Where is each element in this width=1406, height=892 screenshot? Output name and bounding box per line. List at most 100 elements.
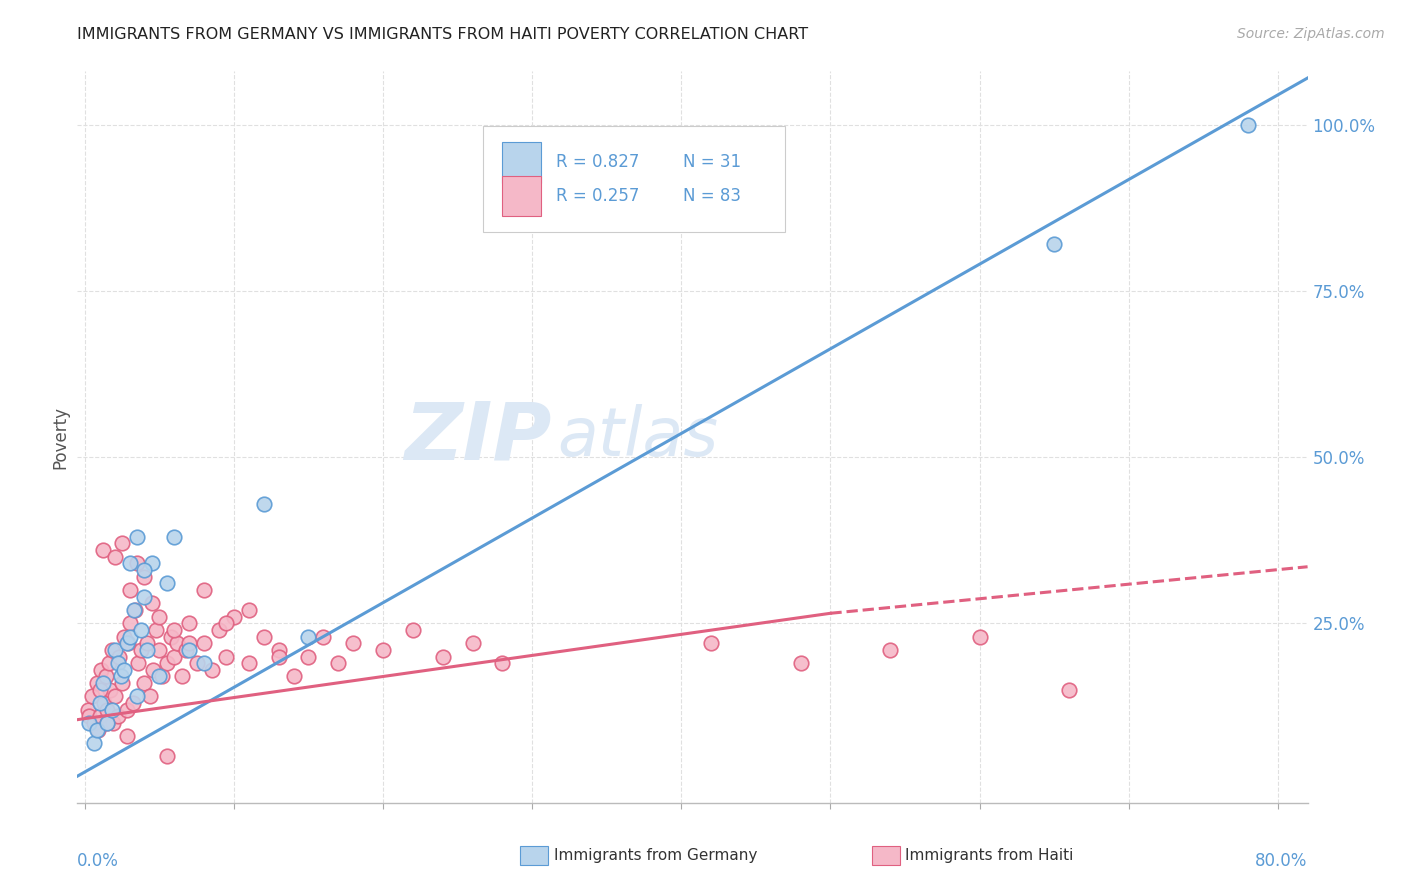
Point [77,716,100,731]
Point [118,630,141,644]
Point [491,656,513,670]
Point [89,709,111,723]
Point [115,703,138,717]
Point [432,649,454,664]
Point [148,609,170,624]
Point [83,716,105,731]
Point [118,616,141,631]
Point [267,643,290,657]
Point [110,669,132,683]
Point [89,682,111,697]
Point [125,530,148,544]
Point [104,549,127,564]
Point [789,656,811,670]
Point [104,643,127,657]
Point [297,649,319,664]
Point [104,690,127,704]
Point [134,563,156,577]
Point [342,636,364,650]
Point [93,696,115,710]
Text: N = 31: N = 31 [683,153,741,171]
Point [163,623,186,637]
Point [253,630,276,644]
Point [136,643,159,657]
Point [283,669,305,683]
Point [98,682,121,697]
Point [156,576,179,591]
Point [87,723,110,737]
Text: Source: ZipAtlas.com: Source: ZipAtlas.com [1237,27,1385,41]
Point [112,630,135,644]
Point [179,616,201,631]
FancyBboxPatch shape [502,176,541,216]
Point [166,636,188,650]
Point [96,716,118,731]
Text: N = 83: N = 83 [683,187,741,205]
Point [312,630,335,644]
Text: R = 0.257: R = 0.257 [555,187,640,205]
Point [267,649,290,664]
Text: IMMIGRANTS FROM GERMANY VS IMMIGRANTS FROM HAITI POVERTY CORRELATION CHART: IMMIGRANTS FROM GERMANY VS IMMIGRANTS FR… [77,27,808,42]
Point [215,616,238,631]
Point [700,636,723,650]
Point [127,656,149,670]
Point [461,636,484,650]
Point [222,609,245,624]
Text: 0.0%: 0.0% [77,852,120,870]
Text: atlas: atlas [557,404,718,470]
Point [125,557,148,571]
Point [118,557,141,571]
Point [328,656,350,670]
FancyBboxPatch shape [502,143,541,183]
Point [96,703,118,717]
Point [111,536,134,550]
Point [91,543,114,558]
Point [160,630,183,644]
Point [215,649,238,664]
Point [163,530,186,544]
Point [122,603,145,617]
Point [112,663,135,677]
Point [371,643,394,657]
Point [156,749,179,764]
Y-axis label: Poverty: Poverty [51,406,69,468]
Point [156,656,179,670]
Text: R = 0.827: R = 0.827 [555,153,640,171]
Point [107,709,129,723]
Point [1237,118,1260,132]
Point [83,736,105,750]
Point [125,690,148,704]
Point [131,623,153,637]
Point [148,643,170,657]
Point [90,663,112,677]
Point [82,690,104,704]
Text: ZIP: ZIP [404,398,551,476]
Point [142,663,165,677]
Point [145,623,167,637]
Point [100,703,122,717]
Point [174,643,197,657]
Point [76,703,98,717]
Point [238,656,260,670]
Point [97,656,120,670]
Point [193,636,215,650]
Text: Immigrants from Haiti: Immigrants from Haiti [905,848,1074,863]
Point [193,656,215,670]
Point [111,676,134,690]
Point [124,603,146,617]
Point [136,636,159,650]
Point [1043,237,1066,252]
FancyBboxPatch shape [484,126,785,232]
Text: Immigrants from Germany: Immigrants from Germany [554,848,758,863]
Point [118,582,141,597]
Point [238,603,260,617]
Point [100,643,122,657]
Point [879,643,901,657]
Point [117,636,139,650]
Point [179,643,201,657]
Point [139,690,162,704]
Point [134,590,156,604]
Point [77,709,100,723]
Point [969,630,991,644]
Point [91,676,114,690]
